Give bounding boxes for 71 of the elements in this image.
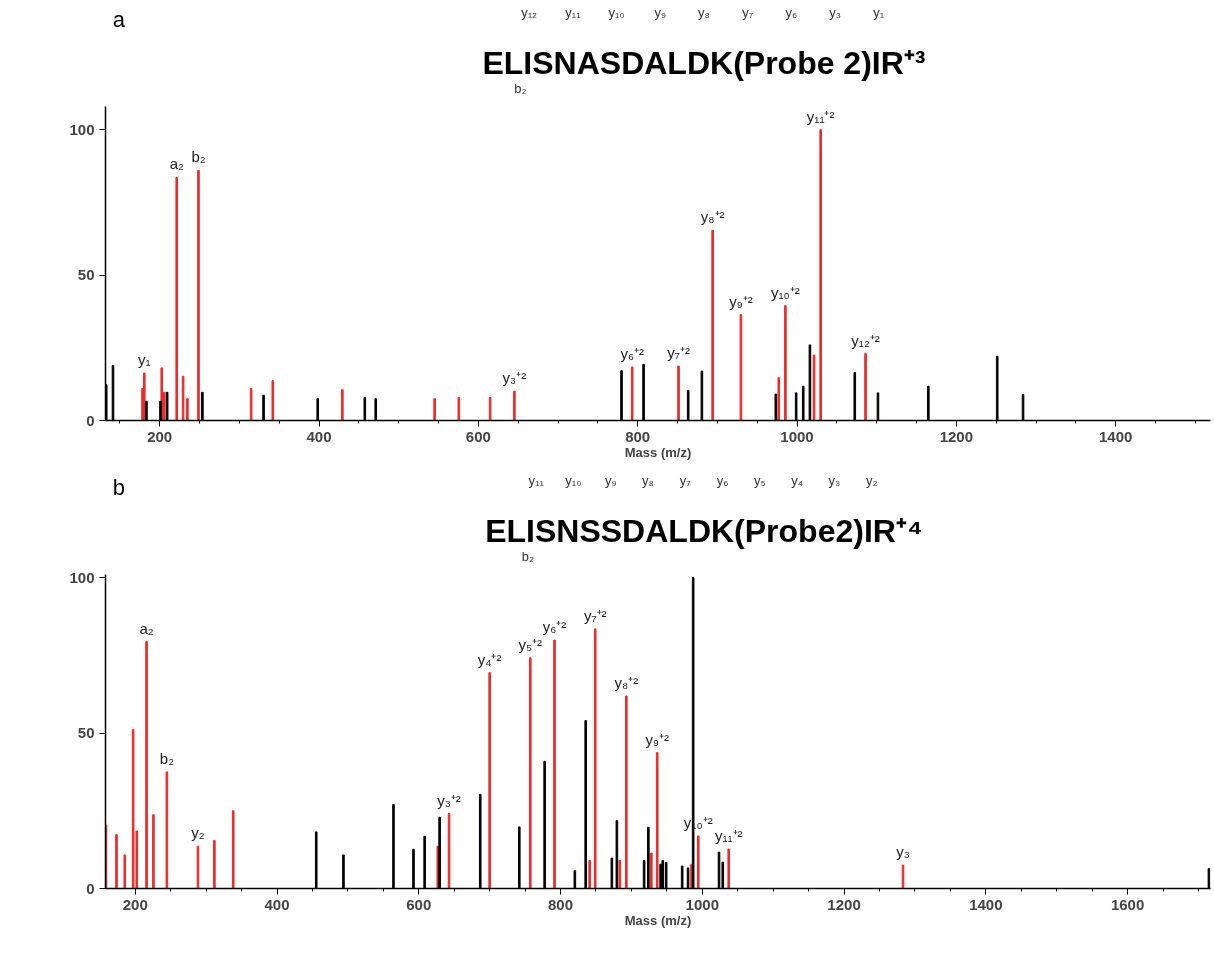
- data-label: y₁₁⁺²: [714, 827, 743, 845]
- x-tick-label: 1000: [685, 895, 719, 913]
- text: a: [112, 6, 126, 32]
- data-label: y₃⁺²: [502, 369, 527, 387]
- text: y₁₀: [608, 4, 625, 20]
- x-tick-label: 800: [548, 895, 574, 913]
- x-tick-label: 1400: [1099, 427, 1133, 445]
- y-tick-label: 0: [86, 411, 95, 429]
- text: y₃: [828, 472, 841, 488]
- y-tick-label: 0: [86, 879, 95, 897]
- data-label: b₂: [159, 749, 175, 767]
- data-label: a₂: [139, 619, 154, 637]
- data-label: y₇⁺²: [583, 606, 607, 624]
- x-tick-label: 400: [264, 895, 290, 913]
- data-label: y₄⁺²: [477, 650, 502, 668]
- text: y₆: [716, 472, 729, 488]
- x-tick-label: 1000: [780, 427, 814, 445]
- text: y₇: [679, 472, 692, 488]
- text: y₆: [785, 4, 798, 20]
- data-label: y₃: [896, 843, 910, 861]
- x-tick-label: 800: [625, 427, 651, 445]
- x-tick-label: 200: [122, 895, 148, 913]
- data-label: y₈⁺²: [700, 208, 725, 226]
- data-label: y₆⁺²: [542, 618, 567, 636]
- data-label: y₆⁺²: [620, 345, 644, 362]
- text: y₇: [742, 4, 754, 20]
- text: y₁₁: [528, 472, 545, 488]
- text: y₈: [698, 4, 710, 20]
- text: y₅: [754, 472, 766, 488]
- text: y₁₂: [521, 4, 538, 20]
- text: b₂: [514, 80, 527, 96]
- data-label: y₃⁺²: [437, 791, 461, 809]
- x-tick-label: 200: [147, 427, 173, 445]
- text: y₁: [873, 4, 885, 20]
- x-tick-label: 400: [306, 427, 332, 445]
- text: b: [112, 474, 126, 500]
- y-tick-label: 50: [77, 266, 95, 284]
- text: b₂: [521, 548, 534, 564]
- text: y₁₁: [565, 4, 582, 20]
- data-label: b₂: [191, 148, 206, 166]
- data-label: y₁₀⁺²: [771, 283, 800, 301]
- data-label: y₈⁺²: [614, 674, 639, 692]
- x-tick-label: 1400: [969, 895, 1003, 913]
- x-axis-title: Mass (m/z): [624, 444, 692, 460]
- x-tick-label: 1200: [827, 895, 861, 913]
- data-label: a₂: [169, 155, 184, 173]
- data-label: y₉⁺²: [645, 730, 669, 748]
- data-label: y₅⁺²: [518, 635, 543, 653]
- data-label: y₇⁺²: [667, 344, 690, 362]
- x-tick-label: 1600: [1110, 895, 1145, 913]
- text: y₈: [642, 472, 654, 488]
- text: y₁₀: [565, 472, 582, 488]
- text: y₄: [791, 472, 804, 488]
- text: y₉: [654, 4, 667, 20]
- y-tick-label: 100: [69, 568, 95, 586]
- x-tick-label: 600: [465, 427, 491, 445]
- x-tick-label: 600: [406, 895, 432, 913]
- data-label: y₁: [138, 351, 151, 369]
- data-label: y₉⁺²: [729, 292, 753, 310]
- x-axis-title: Mass (m/z): [624, 912, 692, 928]
- x-tick-label: 1200: [939, 427, 974, 445]
- chart-title: ELISNASDALDK(Probe 2)IR⁺³: [482, 44, 926, 81]
- y-tick-label: 100: [69, 120, 95, 138]
- text: y₉: [604, 472, 617, 488]
- data-label: y₁₂⁺²: [851, 331, 880, 349]
- y-tick-label: 50: [77, 724, 95, 742]
- data-label: y₁₁⁺²: [806, 107, 835, 125]
- text: y₃: [829, 4, 841, 20]
- data-label: y₂: [191, 824, 205, 842]
- text: y₂: [865, 472, 878, 488]
- chart-title: ELISNSSDALDK(Probe2)IR⁺⁴: [485, 512, 923, 549]
